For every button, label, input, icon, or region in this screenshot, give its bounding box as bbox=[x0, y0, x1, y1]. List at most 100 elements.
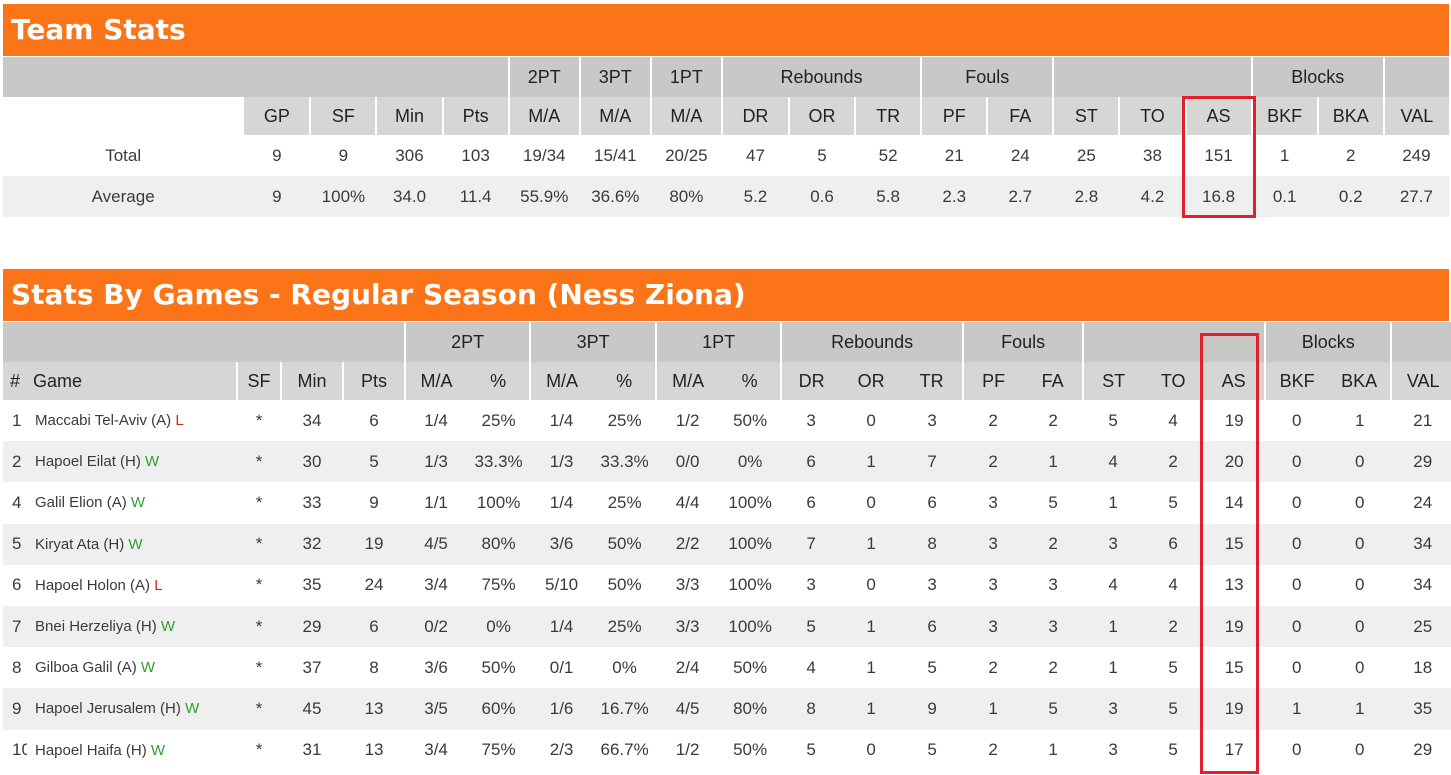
game-opponent-link[interactable]: Gilboa Galil (A) bbox=[35, 659, 137, 677]
game-opponent-link[interactable]: Hapoel Holon (A) bbox=[35, 576, 151, 594]
cell-st: 2.8 bbox=[1053, 176, 1120, 217]
col-header-bka[interactable]: BKA bbox=[1328, 362, 1392, 400]
col-header-num[interactable]: # bbox=[3, 362, 27, 400]
cell-1pt-ma: 2/4 bbox=[675, 657, 700, 677]
cell-2pt-ma: 19/34 bbox=[522, 145, 566, 165]
col-header-val[interactable]: VAL bbox=[1382, 97, 1449, 135]
col-header-1pt-ma[interactable]: M/A bbox=[649, 97, 722, 135]
cell-pts: 103 bbox=[461, 145, 490, 165]
col-header-min[interactable]: Min bbox=[375, 97, 443, 135]
cell-pts: 9 bbox=[369, 492, 379, 512]
cell-2pt-pct: 75% bbox=[481, 740, 516, 760]
cell-game[interactable]: Bnei Herzeliya (H) W bbox=[27, 605, 237, 648]
cell-game[interactable]: Gilboa Galil (A) W bbox=[27, 647, 237, 688]
cell-2pt-pct: 80% bbox=[467, 523, 531, 565]
cell-game[interactable]: Kiryat Ata (H) W bbox=[27, 523, 237, 565]
col-header-1pt-ma[interactable]: M/A bbox=[655, 362, 720, 400]
col-header-fa[interactable]: FA bbox=[1023, 362, 1084, 400]
col-header-as[interactable]: AS bbox=[1184, 97, 1252, 135]
game-opponent-link[interactable]: Galil Elion (A) bbox=[35, 494, 127, 512]
cell-val: 34 bbox=[1413, 575, 1433, 595]
col-header-to[interactable]: TO bbox=[1118, 97, 1186, 135]
cell-3pt-pct: 50% bbox=[593, 523, 657, 565]
game-opponent-link[interactable]: Maccabi Tel-Aviv (A) bbox=[35, 412, 172, 430]
cell-sf: 9 bbox=[338, 145, 349, 165]
col-header-sf[interactable]: SF bbox=[309, 97, 377, 135]
cell-game[interactable]: Hapoel Haifa (H) W bbox=[27, 730, 237, 771]
game-opponent-link[interactable]: Bnei Herzeliya (H) bbox=[35, 618, 157, 636]
cell-min: 30 bbox=[281, 441, 343, 483]
group-3pt: 3PT bbox=[578, 57, 651, 97]
game-opponent-link[interactable]: Hapoel Jerusalem (H) bbox=[35, 700, 181, 718]
cell-pf: 3 bbox=[988, 575, 998, 595]
cell-game-number: 8 bbox=[12, 657, 22, 677]
col-header-st[interactable]: ST bbox=[1082, 362, 1144, 400]
cell-2pt-ma: 1/1 bbox=[424, 492, 448, 512]
cell-sf: * bbox=[255, 575, 263, 595]
cell-3pt-ma: 3/6 bbox=[530, 523, 594, 565]
col-header-pf[interactable]: PF bbox=[920, 97, 988, 135]
col-header-pf[interactable]: PF bbox=[962, 362, 1024, 400]
cell-game-number: 9 bbox=[3, 688, 27, 730]
col-header-game[interactable]: Game bbox=[27, 362, 237, 400]
col-header-pts[interactable]: Pts bbox=[441, 97, 509, 135]
cell-1pt-pct: 50% bbox=[733, 740, 768, 760]
cell-2pt-ma: 1/3 bbox=[405, 441, 468, 483]
col-header-2pt-ma[interactable]: M/A bbox=[404, 362, 468, 400]
game-opponent-link[interactable]: Hapoel Eilat (H) bbox=[35, 453, 141, 471]
cell-game[interactable]: Hapoel Holon (A) L bbox=[27, 565, 237, 606]
cell-to: 2 bbox=[1143, 441, 1204, 483]
col-header-bka[interactable]: BKA bbox=[1316, 97, 1384, 135]
table-row: 10 Hapoel Haifa (H) W * 31 13 3/4 75% 2/3 66.7% 1… bbox=[3, 730, 1451, 771]
col-header-2pt-ma[interactable]: M/A bbox=[507, 97, 580, 135]
cell-or: 1 bbox=[841, 605, 902, 648]
col-header-3pt-ma[interactable]: M/A bbox=[578, 97, 651, 135]
cell-fa: 2.7 bbox=[987, 176, 1054, 217]
col-header-to[interactable]: TO bbox=[1143, 362, 1204, 400]
col-header-3pt-pct[interactable]: % bbox=[593, 362, 657, 400]
cell-1pt-ma: 4/4 bbox=[675, 492, 700, 512]
col-header-3pt-ma[interactable]: M/A bbox=[529, 362, 594, 400]
col-header-gp[interactable]: GP bbox=[242, 97, 311, 135]
cell-3pt-ma: 1/4 bbox=[549, 410, 574, 430]
cell-or: 0 bbox=[866, 575, 876, 595]
col-header-1pt-pct[interactable]: % bbox=[719, 362, 782, 400]
col-header-dr[interactable]: DR bbox=[780, 362, 842, 400]
col-header-bkf[interactable]: BKF bbox=[1250, 97, 1318, 135]
cell-or: 1 bbox=[866, 657, 876, 677]
cell-to: 4 bbox=[1168, 575, 1178, 595]
col-header-or[interactable]: OR bbox=[841, 362, 902, 400]
cell-2pt-ma: 0/2 bbox=[405, 605, 468, 648]
game-opponent-link[interactable]: Hapoel Haifa (H) bbox=[35, 741, 147, 759]
cell-val: 34 bbox=[1391, 523, 1451, 565]
col-header-tr[interactable]: TR bbox=[901, 362, 964, 400]
cell-game[interactable]: Hapoel Eilat (H) W bbox=[27, 441, 237, 483]
col-header-min[interactable]: Min bbox=[280, 362, 343, 400]
game-result-badge: L bbox=[175, 412, 184, 430]
cell-pf: 3 bbox=[988, 492, 998, 512]
cell-game[interactable]: Galil Elion (A) W bbox=[27, 482, 237, 523]
col-header-bkf[interactable]: BKF bbox=[1264, 362, 1329, 400]
col-header-or[interactable]: OR bbox=[787, 97, 856, 135]
cell-to: 38 bbox=[1143, 145, 1162, 165]
cell-st: 1 bbox=[1083, 605, 1144, 648]
cell-as: 19 bbox=[1203, 605, 1266, 648]
col-header-2pt-pct[interactable]: % bbox=[467, 362, 531, 400]
col-header-st[interactable]: ST bbox=[1052, 97, 1120, 135]
game-result-badge: W bbox=[145, 453, 160, 471]
game-opponent-link[interactable]: Kiryat Ata (H) bbox=[35, 535, 125, 553]
cell-2pt-ma: 1/4 bbox=[424, 410, 448, 430]
col-header-fa[interactable]: FA bbox=[986, 97, 1054, 135]
cell-3pt-pct: 50% bbox=[607, 575, 642, 595]
col-header-as[interactable]: AS bbox=[1203, 362, 1266, 400]
cell-game[interactable]: Maccabi Tel-Aviv (A) L bbox=[27, 400, 237, 441]
col-header-dr[interactable]: DR bbox=[720, 97, 789, 135]
col-header-pts[interactable]: Pts bbox=[341, 362, 406, 400]
cell-game[interactable]: Hapoel Jerusalem (H) W bbox=[27, 688, 237, 730]
col-header-val[interactable]: VAL bbox=[1390, 362, 1451, 400]
cell-dr: 5.2 bbox=[721, 176, 789, 217]
col-header-sf[interactable]: SF bbox=[236, 362, 281, 400]
cell-min: 29 bbox=[281, 605, 343, 648]
cell-tr: 9 bbox=[901, 688, 964, 730]
col-header-tr[interactable]: TR bbox=[854, 97, 922, 135]
